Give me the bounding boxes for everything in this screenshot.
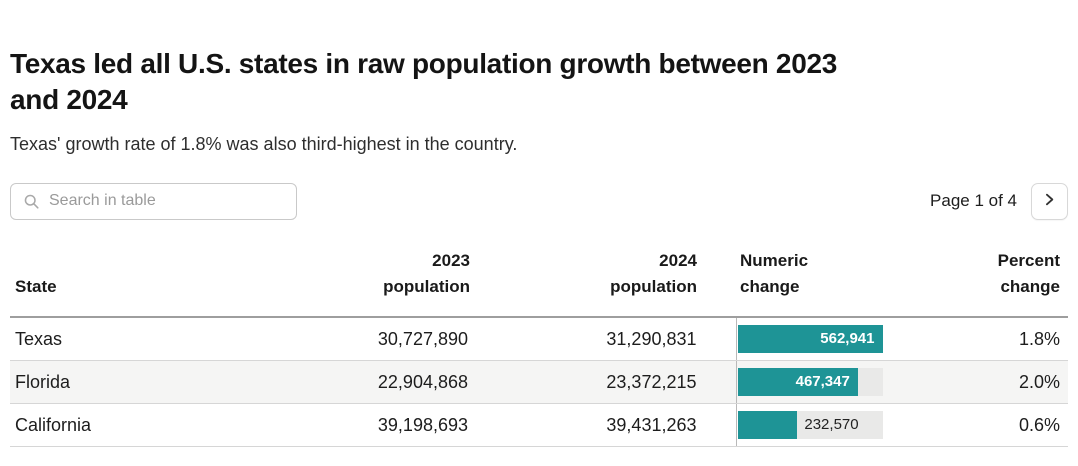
state-cell: California <box>10 403 295 447</box>
bar-fill: 467,347 <box>737 368 858 396</box>
toolbar: Page 1 of 4 <box>10 182 1068 220</box>
percent-change-cell: 1.8% <box>926 317 1068 361</box>
state-cell: Florida <box>10 360 295 404</box>
column-header-percent-change: Percent change <box>926 248 1068 318</box>
bar-fill <box>737 411 798 439</box>
bar-label-inside: 562,941 <box>820 330 875 347</box>
bar-label-outside: 232,570 <box>804 416 859 433</box>
column-header-state: State <box>10 248 295 318</box>
column-header-2023-population: 2023 population <box>295 248 470 318</box>
pop-2024-cell: 23,372,215 <box>470 360 736 404</box>
column-header-2024-population: 2024 population <box>470 248 736 318</box>
bar-fill: 562,941 <box>737 325 883 353</box>
pop-2023-cell: 30,727,890 <box>295 317 470 361</box>
numeric-change-cell: 467,347 <box>735 360 926 404</box>
header-row: State 2023 population 2024 population Nu… <box>10 248 1068 318</box>
pop-2024-cell: 31,290,831 <box>470 317 736 361</box>
search-box[interactable] <box>10 182 297 220</box>
bar-track: 232,570 <box>737 411 883 439</box>
bar-track: 562,941 <box>737 325 883 353</box>
pagination: Page 1 of 4 <box>930 182 1068 220</box>
percent-change-cell: 2.0% <box>926 360 1068 404</box>
page-subtitle: Texas' growth rate of 1.8% was also thir… <box>10 134 518 154</box>
data-table: State 2023 population 2024 population Nu… <box>10 248 1068 447</box>
column-header-numeric-change: Numeric change <box>736 248 926 318</box>
bar-track: 467,347 <box>737 368 883 396</box>
pop-2023-cell: 39,198,693 <box>295 403 470 447</box>
numeric-change-cell: 232,570 <box>735 403 926 447</box>
search-icon <box>23 193 40 210</box>
pop-2024-cell: 39,431,263 <box>470 403 736 447</box>
population-table-widget: Texas led all U.S. states in raw populat… <box>10 48 1068 447</box>
bar-label-inside: 467,347 <box>795 373 850 390</box>
pagination-label: Page 1 of 4 <box>930 191 1017 210</box>
table-body: Texas 30,727,890 31,290,831 562,941 1.8%… <box>10 317 1068 447</box>
pop-2023-cell: 22,904,868 <box>295 360 470 404</box>
page-title: Texas led all U.S. states in raw populat… <box>10 48 838 115</box>
table-header: State 2023 population 2024 population Nu… <box>10 248 1068 318</box>
table-row: Florida 22,904,868 23,372,215 467,347 2.… <box>10 360 1068 404</box>
chevron-right-icon <box>1043 193 1056 209</box>
search-input[interactable] <box>49 192 286 210</box>
table-row: Texas 30,727,890 31,290,831 562,941 1.8% <box>10 317 1068 361</box>
table-row: California 39,198,693 39,431,263 232,570… <box>10 403 1068 447</box>
next-page-button[interactable] <box>1031 182 1068 220</box>
state-cell: Texas <box>10 317 295 361</box>
percent-change-cell: 0.6% <box>926 403 1068 447</box>
numeric-change-cell: 562,941 <box>735 317 926 361</box>
